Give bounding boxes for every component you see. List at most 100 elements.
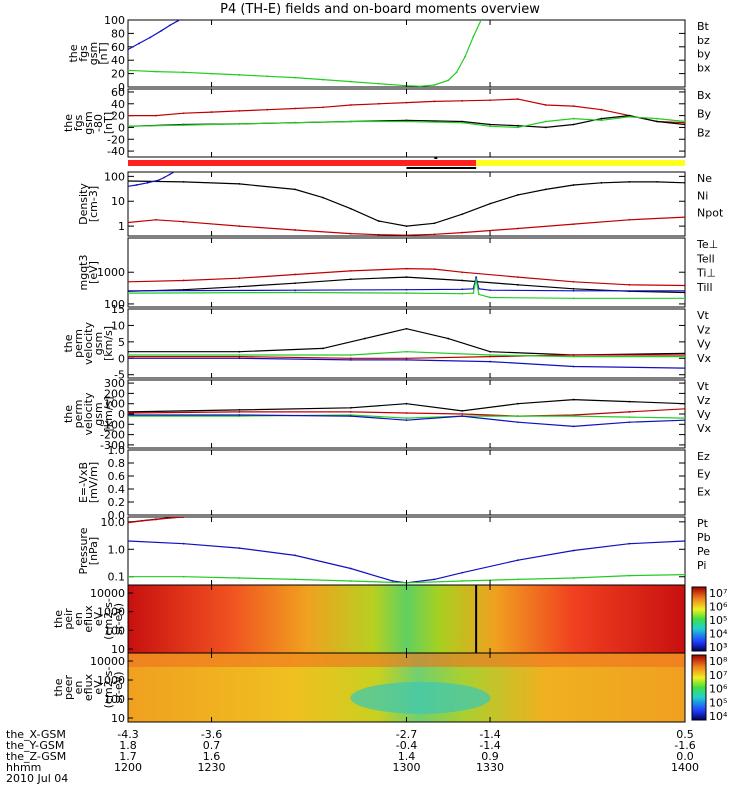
series-group [128,98,685,129]
status-bar-yellow [476,160,685,166]
legend-entry: Bt [697,20,710,33]
status-mark [406,167,477,169]
data-point [517,126,519,129]
y-axis-label-line: eflux [82,673,95,701]
legend-entry: Pe [697,545,710,558]
data-point [182,124,185,126]
data-point [405,412,408,414]
data-point [238,414,241,416]
y-tick-label: 0.0 [108,509,126,522]
data-point [128,540,129,542]
data-point [447,79,450,82]
data-point [489,355,491,358]
data-point [461,231,464,234]
data-point [684,120,685,123]
y-axis-label-line: [mV/m] [87,462,100,503]
data-point [128,185,129,188]
data-point [684,419,685,422]
y-tick-label: 1.0 [108,444,126,457]
x-axis-value: 0.9 [481,750,499,763]
data-point [684,181,685,184]
chart-title: P4 (TH-E) fields and on-board moments ov… [220,2,540,17]
y-axis-label-line: velocity [82,392,95,435]
spectrogram-core [350,681,491,714]
y-axis-label-line: velocity [82,322,95,365]
legend-entry: Bz [697,126,711,139]
data-point [135,184,138,186]
data-point [517,578,519,581]
data-point [405,359,408,361]
data-point [128,114,129,117]
y-tick-label: 1.0 [108,543,126,556]
series-line-Te⊥ [128,267,685,287]
data-point [128,180,129,182]
panel-frame [127,308,686,379]
colorbar-tick-label: 10⁷ [709,669,727,682]
data-point [154,70,157,73]
x-axis-value: -1.4 [479,739,500,752]
x-axis-value: -4.3 [117,728,138,741]
y-tick-label: 300 [104,377,125,390]
data-point [684,417,685,420]
x-axis-footer: the_X-GSM -4.3 -3.6 -2.7 -1.4 0.5 the_Y-GSM 1.8… [6,728,699,785]
data-point [154,218,157,221]
data-point [461,121,464,124]
y-tick-label: 1 [118,220,125,233]
data-point [377,233,380,236]
data-point [489,296,491,299]
data-point [628,542,631,545]
data-point [600,181,603,184]
data-point [349,354,352,356]
y-tick-label: 60 [111,41,125,54]
data-point [322,106,324,109]
data-point [405,350,408,353]
y-tick-label: -40 [107,145,125,158]
data-point [600,117,603,120]
data-point [433,578,436,581]
data-point [472,35,475,38]
legend-entry: Bx [697,89,712,102]
colorbar-tick-label: 10⁸ [709,655,728,668]
panel-3: 1 10 100 Density[cm-3] Ne Ni Npot [77,170,724,237]
data-point [349,278,352,281]
y-tick-label: 0 [118,408,125,421]
data-point [572,297,575,300]
data-point [684,352,685,355]
data-point [238,225,241,228]
data-point [461,288,464,291]
data-point [183,16,185,18]
y-tick-label: 1000 [97,266,125,279]
data-point [517,98,519,100]
data-point [405,417,408,420]
data-point [322,196,324,199]
y-axis-label-line: (cm2-s- [102,598,115,640]
data-point [684,407,685,410]
data-point [266,108,269,111]
data-point [517,283,519,286]
data-point [349,270,352,272]
data-point [461,410,464,412]
y-axis-label-line: [km/s] [102,326,115,361]
y-axis-label-line: the [52,610,65,628]
data-point [294,289,296,292]
y-tick-label: 100 [104,170,125,183]
y-axis-label-line: en [72,681,85,695]
series-group [128,16,482,87]
data-point [182,542,185,545]
y-tick-label: 20 [111,110,125,123]
colorbar-tick-label: 10⁵ [709,696,727,709]
data-point [238,577,241,579]
colorbar [691,586,707,652]
series-line-Till [128,279,685,299]
data-point [238,547,241,550]
legend-entry: Pi [697,559,706,572]
data-point [168,517,171,519]
data-point [461,279,464,282]
data-point [128,521,129,524]
data-point [238,408,241,411]
y-tick-label: -100 [100,418,125,431]
data-point [238,182,241,185]
data-point [405,288,408,291]
